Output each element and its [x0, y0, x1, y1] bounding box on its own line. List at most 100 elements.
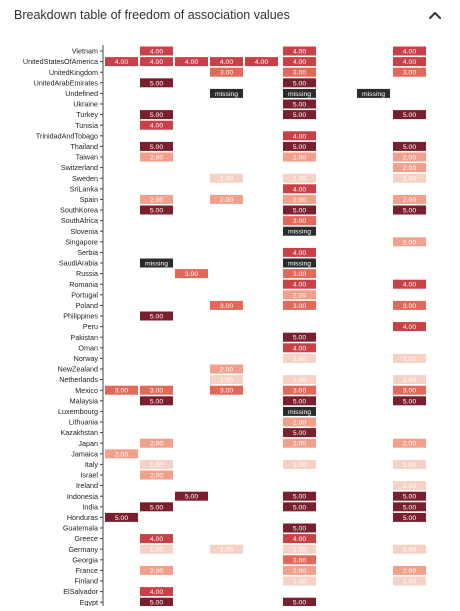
y-tick-label: Jamaica — [71, 449, 98, 458]
cell-value-label: 2.00 — [150, 473, 163, 480]
table-cell — [140, 565, 173, 575]
cell-value-label: 2.00 — [403, 155, 416, 162]
cell-value-label: 4.00 — [403, 59, 416, 66]
cell-value-label: 3.00 — [220, 70, 233, 77]
cell-value-label: 5.00 — [150, 112, 163, 119]
table-cell — [283, 332, 316, 342]
table-cell — [105, 512, 138, 522]
cell-value-label: 4.00 — [403, 49, 416, 56]
y-tick-label: Guatemala — [63, 524, 98, 533]
table-cell — [283, 396, 316, 406]
table-cell — [393, 205, 426, 215]
cell-value-label: 1.00 — [403, 176, 416, 183]
cell-value-label: 5.00 — [293, 504, 306, 511]
table-cell — [283, 110, 316, 120]
table-cell — [283, 459, 316, 469]
cell-value-label: 4.00 — [150, 49, 163, 56]
y-tick-label: Egypt — [80, 598, 98, 606]
cell-value-label: 5.00 — [115, 515, 128, 522]
cell-value-label: 4.00 — [403, 282, 416, 289]
y-tick-label: UnitedKingdom — [49, 68, 98, 77]
cell-value-label: 2.00 — [293, 420, 306, 427]
table-cell — [283, 428, 316, 438]
cell-value-label: 2.00 — [115, 451, 128, 458]
table-cell — [140, 544, 173, 554]
table-cell — [283, 406, 316, 416]
table-cell — [283, 78, 316, 88]
table-cell — [283, 353, 316, 363]
table-cell — [140, 396, 173, 406]
y-tick-label: Peru — [83, 322, 98, 331]
table-cell — [210, 57, 243, 67]
table-cell — [140, 385, 173, 395]
cell-value-label: missing — [362, 91, 385, 98]
cell-value-label: 2.00 — [293, 155, 306, 162]
cell-value-label: 1.00 — [293, 462, 306, 469]
table-cell — [105, 57, 138, 67]
y-tick-label: Tunisia — [75, 121, 98, 130]
table-cell — [283, 269, 316, 279]
collapse-button[interactable] — [424, 6, 446, 26]
cell-value-label: 5.00 — [185, 494, 198, 501]
table-cell — [210, 375, 243, 385]
table-cell — [283, 375, 316, 385]
table-cell — [393, 481, 426, 491]
y-tick-label: France — [76, 566, 98, 575]
table-cell — [393, 491, 426, 501]
cell-value-label: 5.00 — [293, 144, 306, 151]
y-tick-label: UnitedStatesOfAmerica — [23, 57, 98, 66]
cell-value-label: 5.00 — [403, 494, 416, 501]
cell-value-label: 3.00 — [293, 557, 306, 564]
cell-value-label: missing — [288, 409, 311, 416]
table-cell — [283, 141, 316, 151]
table-cell — [393, 322, 426, 332]
table-cell — [140, 502, 173, 512]
y-tick-label: Switzerland — [61, 163, 98, 172]
table-cell — [283, 576, 316, 586]
table-cell — [283, 216, 316, 226]
cell-value-label: 3.00 — [293, 303, 306, 310]
table-cell — [283, 438, 316, 448]
table-cell — [283, 173, 316, 183]
y-tick-label: Slovenia — [70, 227, 98, 236]
y-tick-label: SriLanka — [70, 184, 98, 193]
y-tick-label: Spain — [80, 195, 98, 204]
cell-value-label: 4.00 — [293, 59, 306, 66]
table-cell — [283, 99, 316, 109]
table-cell — [283, 279, 316, 289]
y-tick-label: Thailand — [70, 142, 98, 151]
cell-value-label: 3.00 — [293, 388, 306, 395]
cell-value-label: 3.00 — [293, 70, 306, 77]
cell-value-label: 5.00 — [403, 144, 416, 151]
table-cell — [283, 258, 316, 268]
table-cell — [140, 152, 173, 162]
cell-value-label: 3.00 — [185, 271, 198, 278]
table-cell — [283, 300, 316, 310]
cell-value-label: 2.00 — [220, 197, 233, 204]
cell-value-label: 4.00 — [150, 536, 163, 543]
cell-value-label: 5.00 — [293, 80, 306, 87]
y-tick-label: Serbia — [77, 248, 98, 257]
cell-value-label: missing — [215, 91, 238, 98]
cell-value-label: 3.00 — [115, 388, 128, 395]
y-tick-label: Malaysia — [70, 396, 98, 405]
y-tick-label: Norway — [74, 354, 99, 363]
cell-value-label: 4.00 — [293, 536, 306, 543]
cell-value-label: 5.00 — [150, 600, 163, 606]
panel-title: Breakdown table of freedom of associatio… — [14, 8, 290, 22]
table-cell — [283, 57, 316, 67]
table-cell — [393, 353, 426, 363]
cell-value-label: 5.00 — [293, 526, 306, 533]
cell-value-label: 5.00 — [293, 430, 306, 437]
table-cell — [210, 67, 243, 77]
table-cell — [393, 576, 426, 586]
y-tick-label: Singapore — [65, 237, 98, 246]
y-tick-label: Oman — [78, 343, 98, 352]
table-cell — [140, 205, 173, 215]
table-cell — [140, 46, 173, 56]
cell-value-label: 1.00 — [220, 176, 233, 183]
cell-value-label: 4.00 — [293, 282, 306, 289]
table-cell — [393, 502, 426, 512]
cell-value-label: missing — [288, 229, 311, 236]
table-cell — [140, 459, 173, 469]
